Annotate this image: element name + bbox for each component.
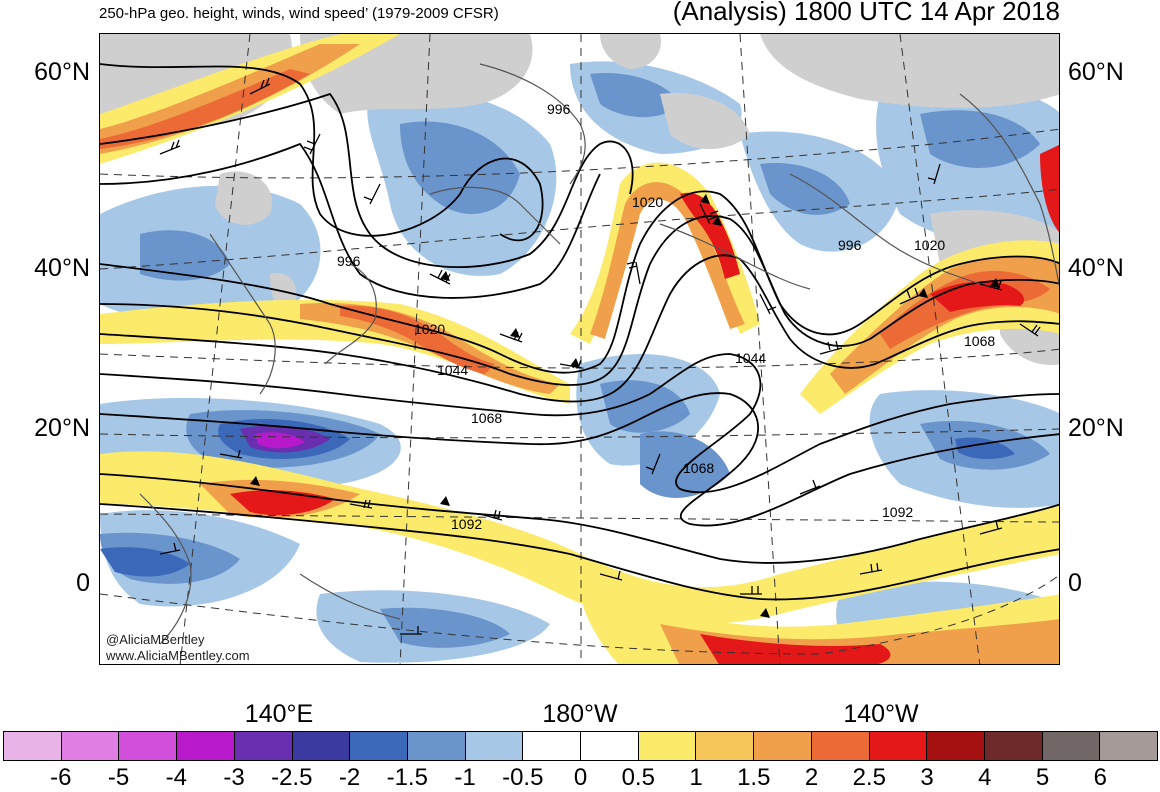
colorbar-swatch <box>177 732 235 760</box>
contour-label: 1068 <box>964 333 996 349</box>
colorbar-swatch <box>465 732 524 760</box>
colorbar-tick-label: 6 <box>1093 764 1107 791</box>
colorbar-tick-label: 3 <box>920 764 934 791</box>
colorbar-swatch <box>984 732 1043 760</box>
map-panel: 996 996 996 1020 1020 1020 1044 1044 106… <box>99 33 1060 665</box>
contour-label: 1068 <box>471 410 503 426</box>
colorbar-swatch <box>638 732 697 760</box>
colorbar-tick-label: -1 <box>454 764 476 791</box>
colorbar-tick-label: 1 <box>689 764 703 791</box>
colorbar-tick-label: 2 <box>804 764 819 791</box>
contour-label: 996 <box>337 253 361 269</box>
colorbar-tick-label: 5 <box>1035 764 1050 791</box>
contour-label: 1020 <box>632 194 664 210</box>
colorbar-swatch <box>754 732 812 760</box>
colorbar-swatch <box>927 732 985 760</box>
colorbar <box>3 731 1158 761</box>
map-canvas <box>100 34 1059 664</box>
credit-handle: @AliciaMBentley <box>106 632 205 647</box>
contour-label: 1044 <box>437 362 469 378</box>
colorbar-swatch <box>811 732 870 760</box>
contour-label: 1092 <box>882 504 914 520</box>
map-title: (Analysis) 1800 UTC 14 Apr 2018 <box>672 0 1060 26</box>
colorbar-swatch <box>350 732 408 760</box>
lat-label-40n-right: 40°N <box>1068 254 1124 282</box>
colorbar-tick-label: 0.5 <box>621 764 655 791</box>
contour-label: 1068 <box>683 460 715 476</box>
wind-barb-pennants <box>250 194 1000 618</box>
lat-label-60n-left: 60°N <box>34 58 90 86</box>
credit-website: www.AliciaMBentley.com <box>106 648 250 663</box>
height-contours <box>100 63 1059 601</box>
lon-label-180w: 180°W <box>542 700 618 728</box>
colorbar-swatch <box>4 732 62 760</box>
lat-label-eq-right: 0 <box>1068 569 1082 597</box>
lat-label-20n-left: 20°N <box>34 414 90 442</box>
contour-label: 1020 <box>914 237 946 253</box>
contour-label: 996 <box>547 101 571 117</box>
colorbar-tick-label: -6 <box>50 764 72 791</box>
colorbar-tick-label: -5 <box>107 764 130 791</box>
map-subtitle: 250-hPa geo. height, winds, wind speed’ … <box>99 5 499 22</box>
contour-label: 1044 <box>735 350 767 366</box>
colorbar-tick-label: -2 <box>338 764 361 791</box>
colorbar-tick-label: 4 <box>978 764 992 791</box>
colorbar-tick-label: -0.5 <box>502 764 544 791</box>
colorbar-swatch <box>407 732 466 760</box>
colorbar-swatch <box>1100 732 1158 760</box>
colorbar-tick-label: -2.5 <box>271 764 313 791</box>
contour-label: 1092 <box>451 516 483 532</box>
colorbar-tick-label: -3 <box>223 764 245 791</box>
lat-label-20n-right: 20°N <box>1068 414 1124 442</box>
colorbar-swatch <box>234 732 293 760</box>
contour-label: 1020 <box>414 321 446 337</box>
colorbar-tick-label: 2.5 <box>852 764 886 791</box>
lat-label-60n-right: 60°N <box>1068 58 1124 86</box>
colorbar-tick-label: 1.5 <box>737 764 771 791</box>
contour-label: 996 <box>838 237 862 253</box>
colorbar-swatch <box>119 732 178 760</box>
colorbar-swatch <box>869 732 928 760</box>
colorbar-tick-label: 0 <box>573 764 588 791</box>
colorbar-tick-label: -1.5 <box>386 764 428 791</box>
coastlines <box>139 63 1059 645</box>
colorbar-swatch <box>581 732 639 760</box>
colorbar-swatch <box>523 732 582 760</box>
lat-label-eq-left: 0 <box>76 569 90 597</box>
colorbar-swatch <box>696 732 755 760</box>
colorbar-tick-label: -4 <box>165 764 187 791</box>
lon-label-140w: 140°W <box>843 700 919 728</box>
lon-label-140e: 140°E <box>244 700 314 728</box>
colorbar-swatch <box>292 732 351 760</box>
colorbar-swatch <box>61 732 120 760</box>
colorbar-swatch <box>1042 732 1101 760</box>
lat-label-40n-left: 40°N <box>34 254 90 282</box>
